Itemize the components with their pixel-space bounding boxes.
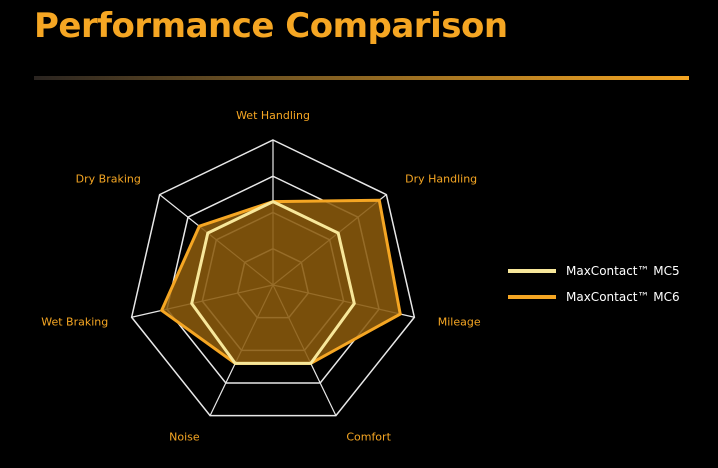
grid-ring-4 <box>130 139 416 417</box>
series-mc5-polygon <box>190 199 356 365</box>
title-divider <box>34 76 689 80</box>
page-title: Performance Comparison <box>34 6 508 46</box>
legend-item-mc6: MaxContact™ MC6 <box>508 284 680 310</box>
legend: MaxContact™ MC5 MaxContact™ MC6 <box>508 258 680 310</box>
radar-axis-labels: Wet Handling Dry Handling Mileage Comfort No… <box>41 109 481 443</box>
legend-item-mc5: MaxContact™ MC5 <box>508 258 680 284</box>
legend-swatch-mc6 <box>508 295 556 299</box>
legend-swatch-mc5 <box>508 269 556 273</box>
axis-label-wet-handling: Wet Handling <box>236 109 310 122</box>
axis-label-comfort: Comfort <box>346 430 391 443</box>
axis-label-noise: Noise <box>169 430 200 443</box>
axis-label-dry-handling: Dry Handling <box>405 173 477 186</box>
axis-label-mileage: Mileage <box>438 316 481 329</box>
legend-label-mc6: MaxContact™ MC6 <box>566 290 680 304</box>
radar-series <box>159 198 402 365</box>
axis-label-dry-braking: Dry Braking <box>76 173 141 186</box>
axis-label-wet-braking: Wet Braking <box>41 316 108 329</box>
legend-label-mc5: MaxContact™ MC5 <box>566 264 680 278</box>
